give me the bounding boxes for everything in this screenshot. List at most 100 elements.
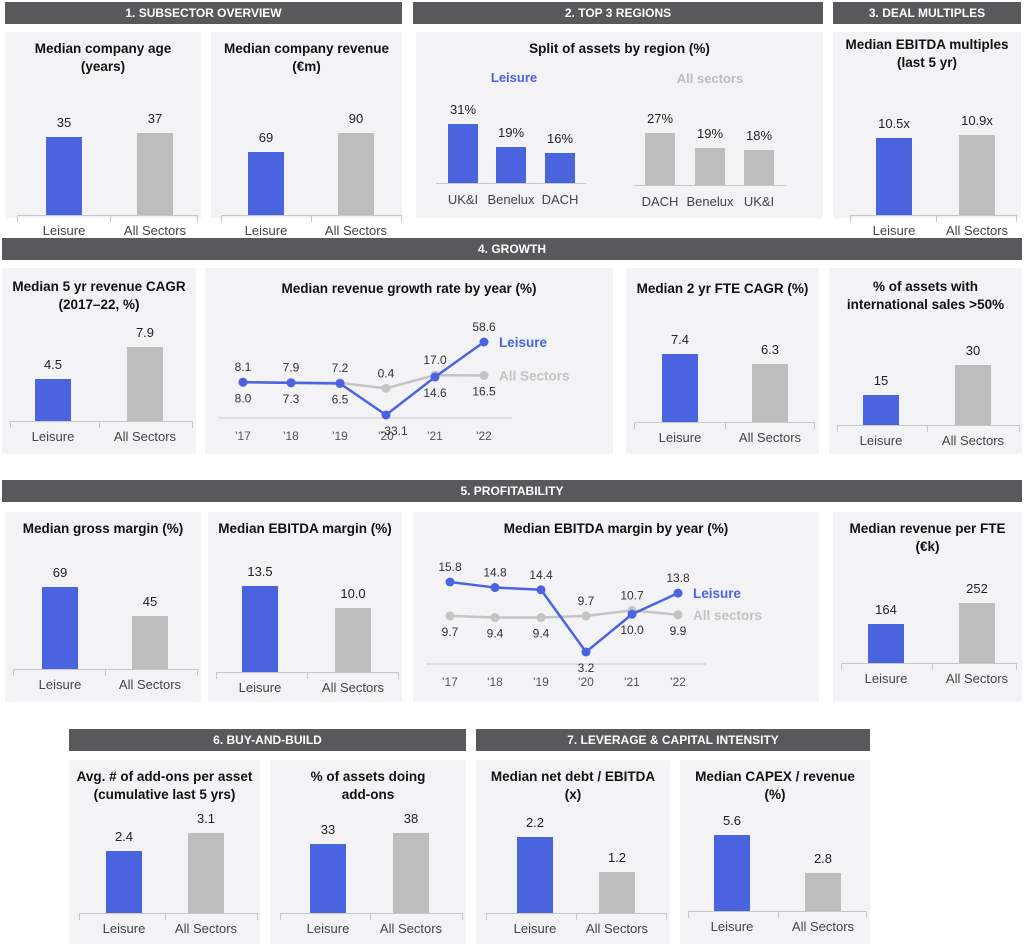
data-label: 10.9x [961,113,993,128]
bar-leisure [863,395,899,425]
data-label: 6.5 [332,392,349,406]
data-label: 1.2 [607,849,627,865]
section-header-h2: 2. TOP 3 REGIONS [413,2,823,24]
data-label: 38 [403,811,419,826]
panel-addons_pct: % of assets doing add-ons 33 Leisure 38 All S… [270,760,466,944]
data-label: 16% [546,130,574,146]
x-tick-label: '18 [283,429,299,443]
bar-all-sectors [599,871,635,913]
x-axis-tick [1016,215,1017,222]
bar-leisure [310,843,346,913]
x-axis-tick [221,215,222,222]
category-label: All Sectors [118,677,182,692]
data-label: 9.4 [487,627,504,641]
chart-title: Split of assets by region (%) [416,40,823,58]
chart-title: Median net debt / EBITDA (x) [476,768,670,804]
bar-all-sectors [137,133,173,215]
category-label: Leisure [513,921,557,936]
chart-title-line: Split of assets by region (%) [529,41,710,56]
data-point [581,647,591,657]
chart-title: Median 5 yr revenue CAGR (2017–22, %) [2,278,196,314]
x-axis-tick [192,421,193,428]
chart-title: Median 2 yr FTE CAGR (%) [626,280,819,298]
x-axis-tick [280,913,281,920]
chart-title-line: Median EBITDA margin (%) [218,521,392,536]
x-axis-tick [935,215,937,222]
series-legend-label: All sectors [693,608,762,623]
panel-cagr5: Median 5 yr revenue CAGR (2017–22, %) 4.5 L… [2,268,196,454]
chart-title: Median CAPEX / revenue (%) [680,768,870,804]
category-label: Leisure [306,921,350,936]
section-header-h6: 6. BUY-AND-BUILD [69,729,466,751]
panel-intl: % of assets with international sales >50%… [829,268,1022,454]
data-label: 19% [497,124,525,140]
bar-all-sectors [188,833,224,913]
bar-leisure [714,835,750,911]
x-axis-tick [17,215,18,222]
x-tick-label: '20 [578,675,594,689]
category-label: All Sectors [174,921,238,936]
chart-title-line: Median CAPEX / revenue [695,769,855,784]
chart-title-line: (€m) [292,59,321,74]
series-legend-label: Leisure [499,335,548,350]
chart-title: Median gross margin (%) [5,520,201,538]
panel-ebitda_margin: Median EBITDA margin (%) 13.5 Leisure 10.0 A… [208,512,402,702]
chart-title-line: Median revenue growth rate by year (%) [281,281,537,296]
chart-title: % of assets doing add-ons [270,768,466,804]
data-label: 10.0 [340,586,366,602]
category-label: Leisure [859,433,903,448]
bar-leisure [868,623,904,663]
category-label: All Sectors [945,671,1009,686]
data-label: 18% [745,128,773,144]
x-axis [436,183,586,184]
data-label: 4.5 [43,356,63,372]
data-label: 14.8 [483,566,507,580]
series-line-all-sectors [449,609,679,619]
x-axis-tick [688,911,689,918]
category-label: All Sectors [945,223,1009,238]
data-label: 9.4 [533,627,550,641]
x-axis [688,911,866,912]
x-axis-tick [99,421,100,428]
x-axis-tick [401,215,402,222]
category-label: All Sectors [941,433,1005,448]
x-axis-tick [814,422,815,429]
data-label: 16.5 [472,385,496,399]
x-axis [837,425,1019,426]
x-axis-tick [10,421,11,428]
category-label: DACH [541,192,579,207]
section-header-h1: 1. SUBSECTOR OVERVIEW [5,2,402,24]
category-label: Benelux [686,194,734,209]
x-axis-tick [13,669,14,676]
data-point [581,611,591,621]
section-header-h3: 3. DEAL MULTIPLES [833,2,1021,24]
data-label: 10.7 [620,588,644,602]
bar-uk-i [448,124,478,183]
x-axis [79,913,257,914]
data-label: 37 [147,111,163,126]
panel-ebitda_mult: Median EBITDA multiples (last 5 yr) 10.5x L… [833,32,1021,238]
category-label: Leisure [658,430,702,445]
x-axis-tick [398,672,399,679]
category-label: Leisure [42,223,86,238]
chart-title: % of assets with international sales >50% [829,278,1022,314]
chart-title-line: % of assets doing [310,769,426,784]
legend-all-sectors: All sectors [676,71,744,86]
category-label: All Sectors [113,429,177,444]
category-label: Leisure [864,671,908,686]
x-axis-tick [79,913,80,920]
panel-rev_fte: Median revenue per FTE (€k) 164 Leisure 252 A… [833,512,1022,702]
section-header-h4: 4. GROWTH [2,238,1022,260]
data-label: 6.3 [760,342,780,358]
x-tick-label: '21 [624,675,640,689]
category-label: All Sectors [791,919,855,934]
x-tick-label: '21 [427,429,443,443]
data-label: 35 [56,115,72,131]
x-axis [10,421,192,422]
data-label: 9.9 [670,624,687,638]
category-label: All Sectors [324,223,388,238]
category-label: Leisure [244,223,288,238]
data-label: 90 [348,111,364,126]
chart-title-line: Median company age [34,41,172,56]
data-label: 15 [873,373,889,388]
